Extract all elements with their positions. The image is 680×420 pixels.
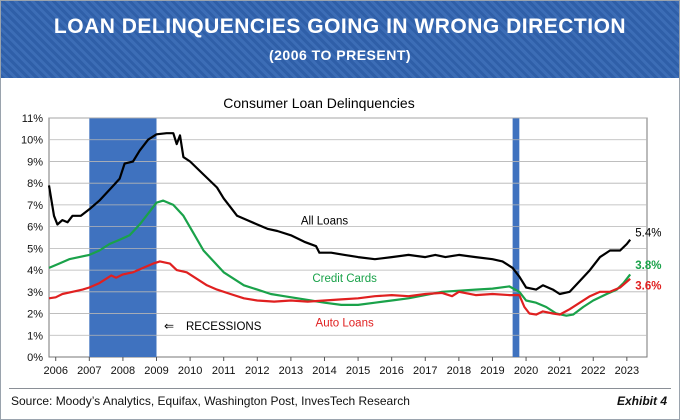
auto-loans-line (48, 260, 631, 316)
gridlines (49, 117, 647, 336)
all-loans-end-value: 5.4% (635, 227, 661, 239)
all-loans-label: All Loans (301, 215, 349, 227)
y-tick-label: 9% (27, 156, 43, 168)
x-tick-label: 2022 (581, 365, 605, 377)
x-tick-label: 2007 (77, 365, 101, 377)
y-tick-label: 8% (27, 178, 43, 190)
y-tick-label: 1% (27, 330, 43, 342)
x-tick-label: 2020 (514, 365, 538, 377)
x-tick-label: 2021 (547, 365, 571, 377)
recession-label: RECESSIONS (186, 321, 262, 333)
x-tick-label: 2016 (379, 365, 403, 377)
chart-title: Consumer Loan Delinquencies (223, 95, 414, 111)
recession-arrow-icon: ⇐ (164, 319, 174, 333)
series-lines (47, 132, 632, 317)
page-subtitle: (2006 TO PRESENT) (268, 47, 412, 63)
source-note: Source: Moody’s Analytics, Equifax, Wash… (11, 394, 410, 408)
y-tick-label: 0% (27, 352, 43, 364)
y-axis-ticks: 0% 1% 2% 3% 4% 5% 6% 7% 8% 9% 10% 11% (21, 113, 43, 364)
y-tick-label: 5% (27, 243, 43, 255)
y-tick-label: 6% (27, 222, 43, 234)
x-tick-label: 2013 (279, 365, 303, 377)
series-labels: All Loans Credit Cards Auto Loans 5.4% 3.8% 3… (301, 215, 662, 329)
y-tick-label: 4% (27, 265, 43, 277)
x-tick-label: 2018 (447, 365, 471, 377)
credit-cards-end-value: 3.8% (635, 260, 661, 272)
x-tick-label: 2009 (144, 365, 168, 377)
x-tick-label: 2023 (615, 365, 639, 377)
x-tick-label: 2010 (178, 365, 202, 377)
x-tick-label: 2014 (312, 365, 336, 377)
x-tick-label: 2015 (346, 365, 370, 377)
y-tick-label: 7% (27, 200, 43, 212)
y-tick-label: 11% (22, 113, 43, 125)
all-loans-line (47, 132, 632, 296)
footer-divider (9, 388, 671, 389)
x-tick-label: 2006 (43, 365, 67, 377)
x-tick-label: 2012 (245, 365, 269, 377)
delinquency-chart: 0%1%2%3%4%5%6%7%8%9%10%11% 2006 2007 2008 2… (21, 95, 662, 377)
x-tick-label: 2017 (413, 365, 437, 377)
credit-cards-label: Credit Cards (312, 273, 377, 285)
recession-annotation: ⇐ RECESSIONS (164, 319, 262, 333)
y-tick-label: 10% (21, 135, 43, 147)
x-axis-ticks: 2006 2007 2008 2009 2010 2011 2012 2013 2014 2015… (43, 357, 639, 377)
y-tick-label: 3% (27, 287, 43, 299)
auto-loans-label: Auto Loans (316, 318, 374, 330)
recession-band-1 (512, 118, 520, 357)
auto-loans-end-value: 3.6% (635, 281, 661, 293)
y-tick-label: 2% (27, 309, 43, 321)
x-tick-label: 2008 (111, 365, 135, 377)
x-tick-label: 2011 (212, 365, 236, 377)
exhibit-label: Exhibit 4 (616, 394, 667, 408)
x-tick-label: 2019 (480, 365, 504, 377)
header-banner: LOAN DELINQUENCIES GOING IN WRONG DIRECT… (1, 1, 679, 78)
page-title: LOAN DELINQUENCIES GOING IN WRONG DIRECT… (53, 15, 627, 38)
